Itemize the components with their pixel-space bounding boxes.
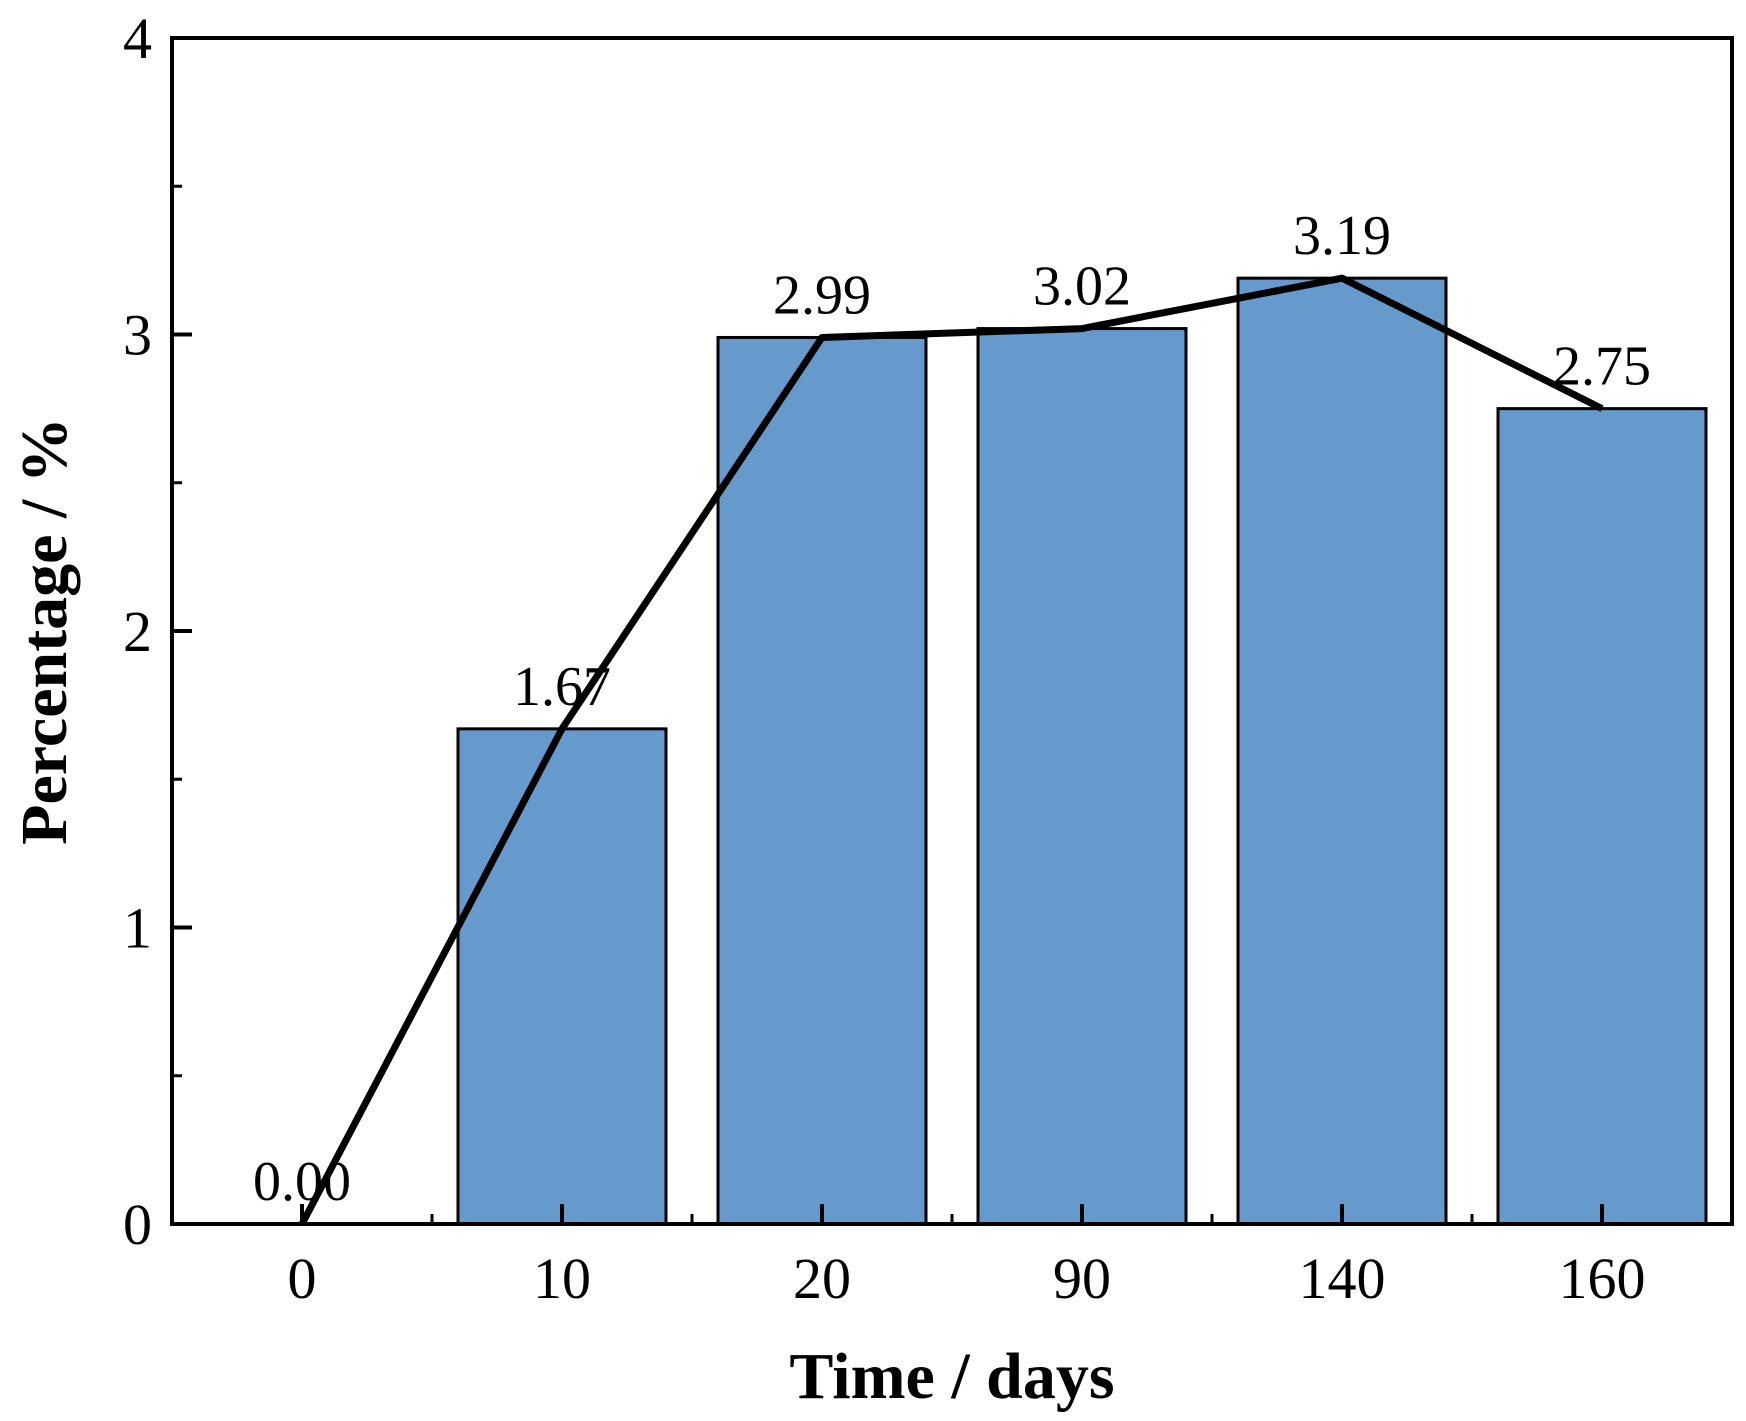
x-tick-label-160: 160 bbox=[1559, 1246, 1646, 1311]
x-axis-title: Time / days bbox=[789, 1340, 1114, 1413]
y-tick-label-0: 0 bbox=[123, 1192, 152, 1257]
x-tick-label-10: 10 bbox=[533, 1246, 591, 1311]
data-labels-group: 0.00 1.67 2.99 3.02 3.19 2.75 bbox=[253, 205, 1651, 1213]
y-axis-title: Percentage / % bbox=[8, 417, 81, 845]
bar-90 bbox=[976, 327, 1188, 1226]
data-label-160: 2.75 bbox=[1553, 336, 1651, 398]
y-tick-label-3: 3 bbox=[123, 303, 152, 368]
y-tick-label-2: 2 bbox=[123, 599, 152, 664]
data-label-10: 1.67 bbox=[513, 656, 611, 718]
data-label-0: 0.00 bbox=[253, 1151, 351, 1213]
data-label-20: 2.99 bbox=[773, 264, 871, 326]
bars-group bbox=[456, 276, 1708, 1226]
bar-20 bbox=[716, 335, 928, 1226]
line-overlay-group bbox=[298, 274, 1604, 1226]
x-tick-label-0: 0 bbox=[288, 1246, 317, 1311]
y-axis: 0 1 2 3 4 bbox=[123, 6, 192, 1257]
bar-10 bbox=[456, 727, 668, 1226]
bar-160 bbox=[1496, 407, 1708, 1226]
data-label-140: 3.19 bbox=[1293, 205, 1391, 267]
y-tick-label-4: 4 bbox=[123, 6, 152, 71]
series-line bbox=[298, 274, 1604, 1226]
x-tick-label-140: 140 bbox=[1299, 1246, 1386, 1311]
bar-140 bbox=[1236, 276, 1448, 1226]
x-tick-label-20: 20 bbox=[793, 1246, 851, 1311]
data-label-90: 3.02 bbox=[1033, 256, 1131, 318]
x-tick-label-90: 90 bbox=[1053, 1246, 1111, 1311]
x-axis: 0 10 20 90 140 160 bbox=[288, 1204, 1646, 1311]
y-tick-label-1: 1 bbox=[123, 896, 152, 961]
